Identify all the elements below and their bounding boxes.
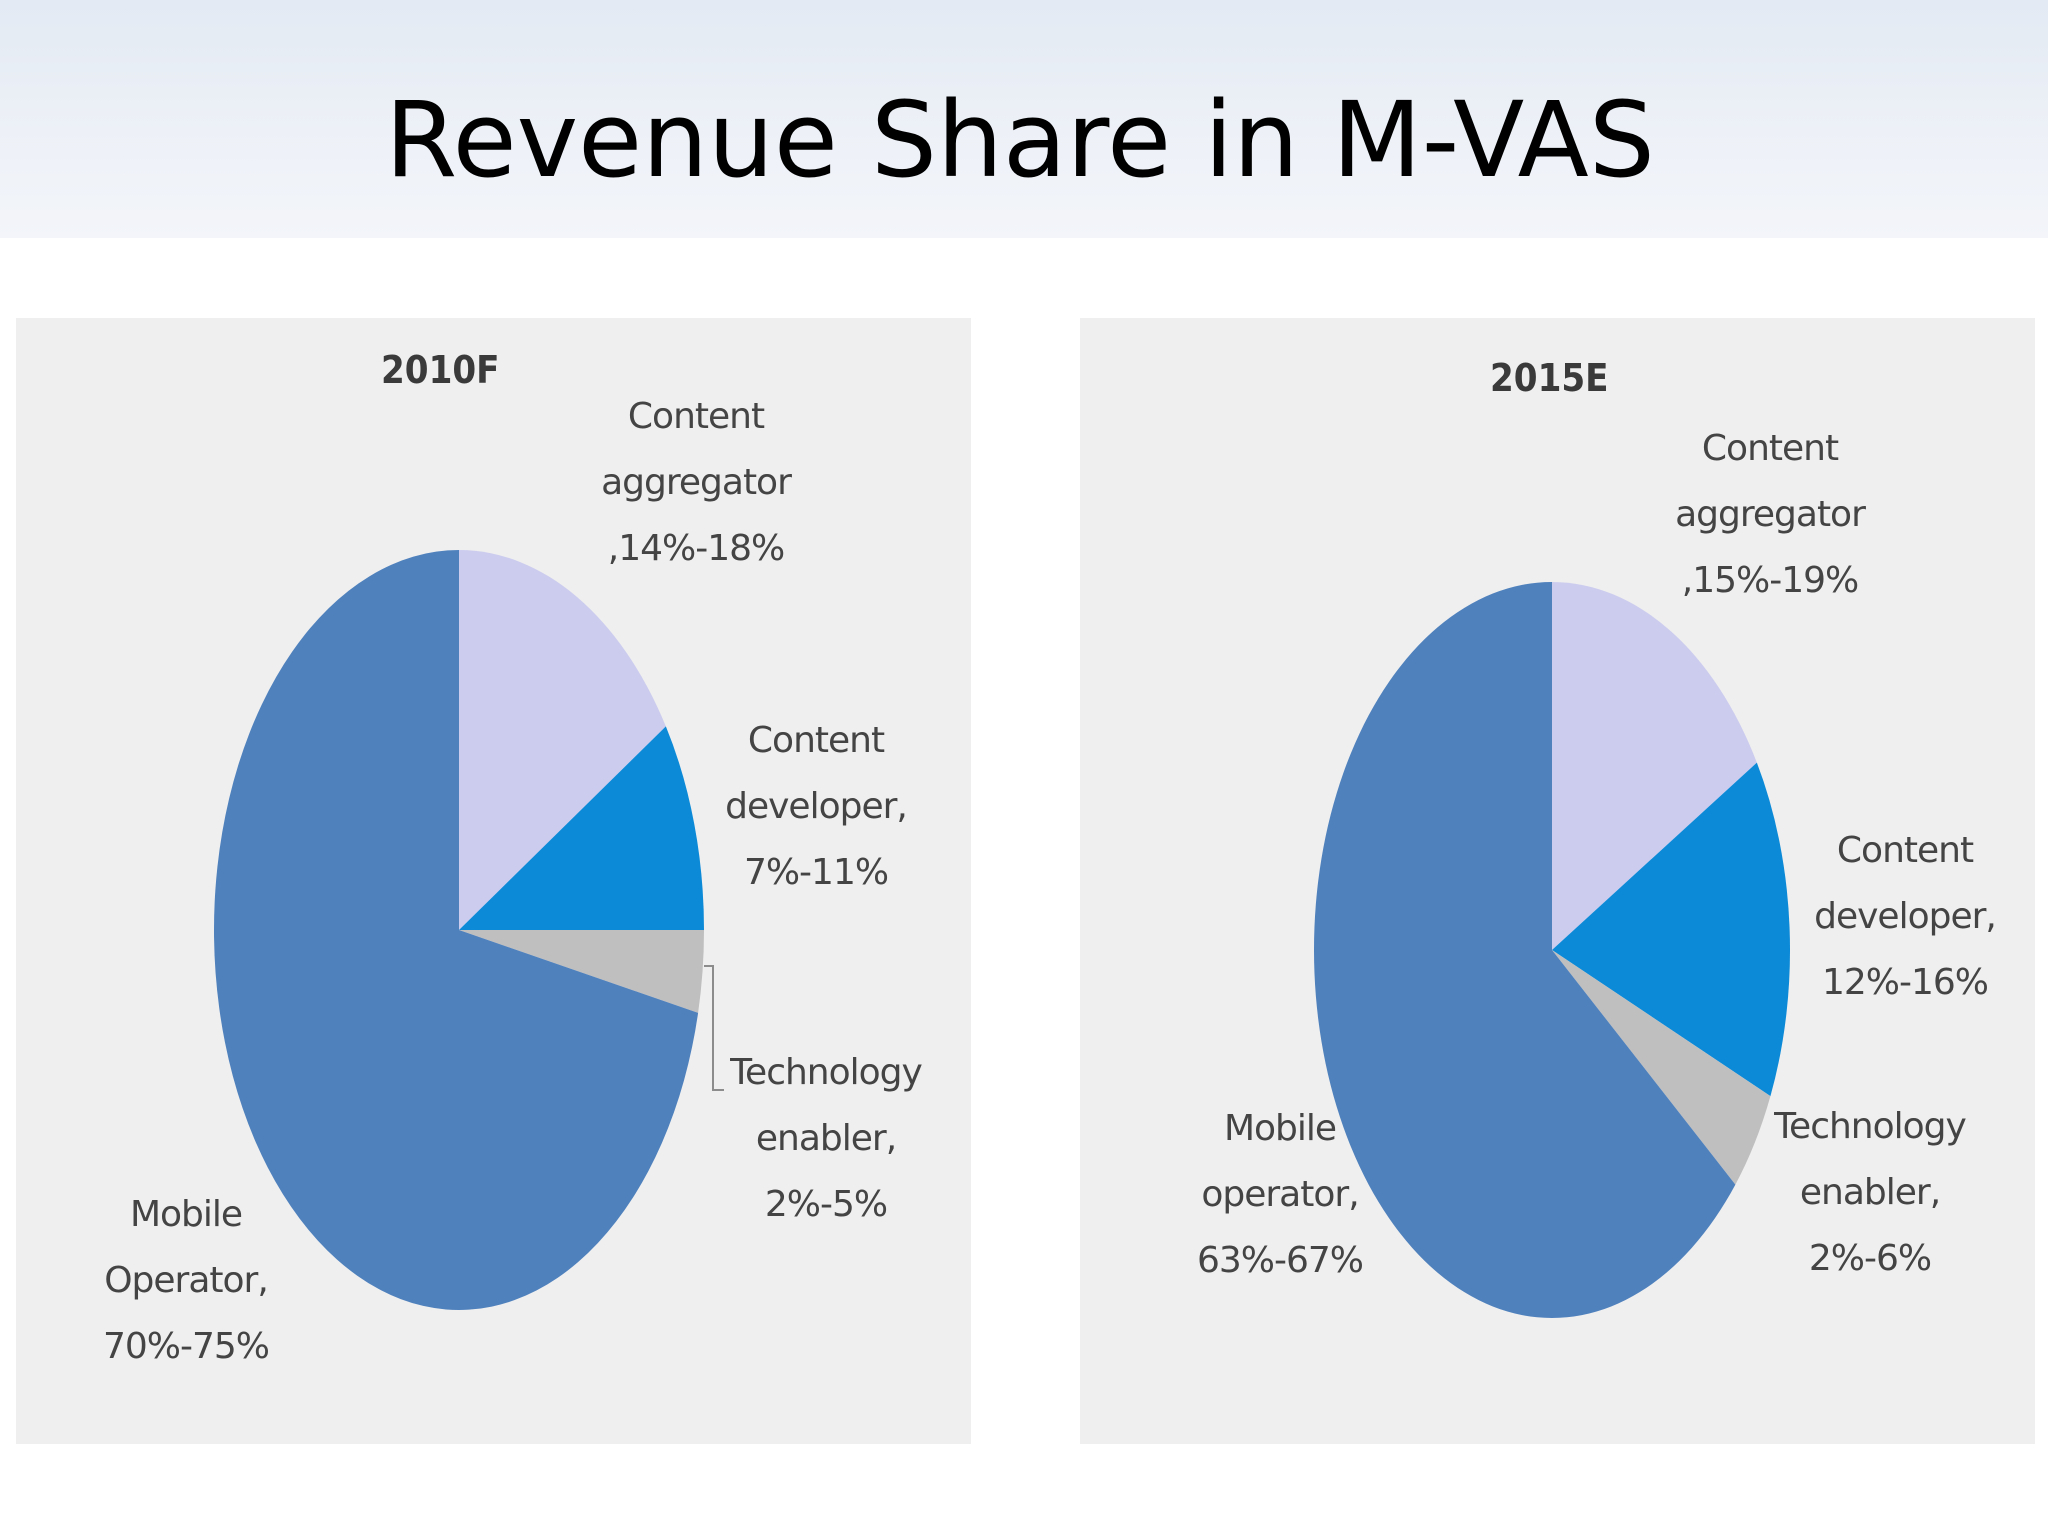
label-line: Content (1836, 830, 1974, 871)
label-line: aggregator (1675, 494, 1866, 535)
slice-label-content-developer: Content developer, 12%-16% (1785, 818, 2025, 1016)
label-line: operator, (1201, 1174, 1359, 1215)
label-line: 70%-75% (102, 1326, 270, 1367)
pie-title-2015: 2015E (1490, 356, 1609, 400)
pie-slice-mobile-operator (1313, 582, 1736, 1318)
pie-slice-mobile-operator (213, 550, 699, 1310)
pie-slice-technology-enabler (1552, 950, 1771, 1185)
label-line: ,14%-18% (607, 528, 785, 569)
pie-slice-content-developer (459, 726, 704, 930)
label-line: 2%-6% (1808, 1238, 1932, 1279)
label-line: Technology (730, 1052, 923, 1093)
label-line: 2%-5% (764, 1184, 888, 1225)
pie-svg-2010 (213, 550, 724, 1310)
pie-chart-2010: 2010F Content aggregator ,14%-18% Conten… (16, 318, 971, 1444)
leader-line-technology-enabler (704, 965, 724, 1091)
header-band (0, 0, 2048, 238)
label-line: developer, (1814, 896, 1997, 937)
slice-label-content-developer: Content developer, 7%-11% (696, 708, 936, 906)
label-line: aggregator (601, 462, 792, 503)
label-line: developer, (725, 786, 908, 827)
label-line: 63%-67% (1196, 1240, 1364, 1281)
slice-label-content-aggregator: Content aggregator ,15%-19% (1650, 416, 1890, 614)
slide-title: Revenue Share in M-VAS (385, 79, 1655, 201)
slice-label-technology-enabler: Technology enabler, 2%-6% (1760, 1094, 1980, 1292)
label-line: enabler, (755, 1118, 897, 1159)
label-line: Mobile (129, 1194, 243, 1235)
label-line: Content (747, 720, 885, 761)
label-line: enabler, (1799, 1172, 1941, 1213)
pie-slice-content-aggregator (459, 550, 666, 930)
pie-slice-content-aggregator (1552, 582, 1757, 950)
label-line: Content (1701, 428, 1839, 469)
label-line: Content (627, 396, 765, 437)
pie-slice-technology-enabler (459, 930, 704, 1013)
pie-title-2010: 2010F (381, 348, 500, 392)
label-line: ,15%-19% (1681, 560, 1859, 601)
label-line: Mobile (1223, 1108, 1337, 1149)
label-line: 7%-11% (743, 852, 889, 893)
label-line: 12%-16% (1821, 962, 1989, 1003)
slice-label-technology-enabler: Technology enabler, 2%-5% (716, 1040, 936, 1238)
pie-svg-2015 (1313, 582, 1791, 1318)
label-line: Technology (1774, 1106, 1967, 1147)
slice-label-content-aggregator: Content aggregator ,14%-18% (576, 384, 816, 582)
slice-label-mobile-operator: Mobile Operator, 70%-75% (76, 1182, 296, 1380)
pie-chart-2015: 2015E Content aggregator ,15%-19% Conten… (1080, 318, 2035, 1444)
slice-label-mobile-operator: Mobile operator, 63%-67% (1170, 1096, 1390, 1294)
pie-slice-content-developer (1552, 762, 1791, 1097)
label-line: Operator, (104, 1260, 269, 1301)
